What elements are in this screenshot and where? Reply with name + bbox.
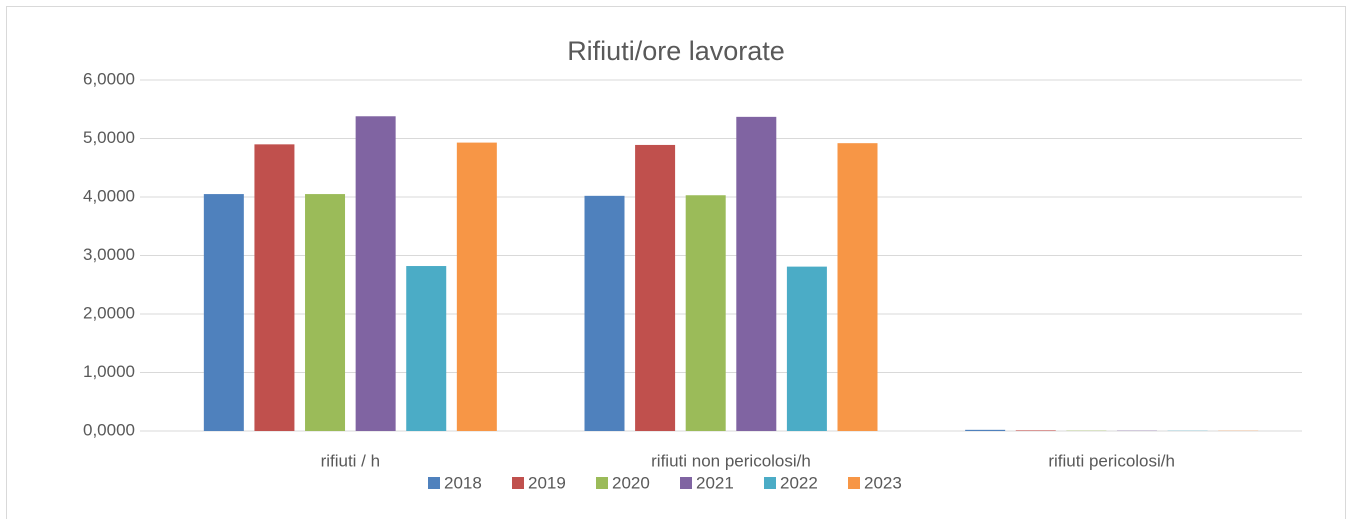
bar [355,116,396,432]
bar [584,195,625,431]
bar [254,144,295,431]
chart-title: Rifiuti/ore lavorate [567,36,785,66]
legend-label: 2020 [612,473,650,492]
legend-swatch [428,477,440,489]
bar [1015,430,1056,431]
legend-label: 2022 [780,473,818,492]
bar [965,429,1006,431]
legend-swatch [596,477,608,489]
bar [406,266,447,431]
y-tick-label: 3,0000 [83,245,135,264]
bar [685,195,726,431]
legend-label: 2018 [444,473,482,492]
bar [635,144,676,431]
y-tick-label: 4,0000 [83,186,135,205]
bar [786,266,827,431]
x-tick-label: rifiuti pericolosi/h [1048,451,1175,470]
y-tick-label: 6,0000 [83,69,135,88]
legend-swatch [512,477,524,489]
legend-swatch [848,477,860,489]
y-tick-label: 5,0000 [83,128,135,147]
legend-swatch [680,477,692,489]
legend-label: 2021 [696,473,734,492]
bar [736,116,777,431]
y-tick-label: 0,0000 [83,420,135,439]
legend-label: 2023 [864,473,902,492]
legend-swatch [764,477,776,489]
y-tick-label: 2,0000 [83,303,135,322]
x-tick-label: rifiuti non pericolosi/h [651,451,811,470]
legend-label: 2019 [528,473,566,492]
y-tick-label: 1,0000 [83,362,135,381]
bar [203,194,244,431]
bar [456,142,497,431]
bar [837,143,878,431]
bar [305,194,346,431]
x-tick-label: rifiuti / h [321,451,381,470]
